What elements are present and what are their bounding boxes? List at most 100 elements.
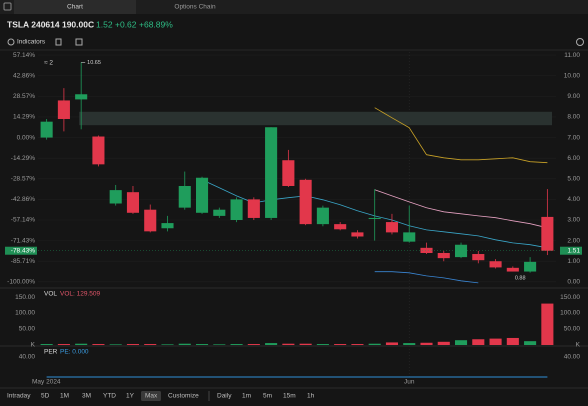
y-tick-label: 5.00: [567, 175, 580, 182]
candle-body: [109, 190, 122, 204]
range-button[interactable]: 1Y: [126, 393, 135, 400]
annotation: 0.88: [515, 275, 526, 281]
vol-tick-label: 150.00: [560, 294, 580, 301]
interval-button[interactable]: Daily: [217, 393, 232, 400]
range-button[interactable]: Customize: [168, 393, 199, 400]
last-pct-label: -78.43%: [11, 247, 35, 254]
vol-tick-label: 100.00: [15, 310, 35, 317]
tab-options-chain[interactable]: Options Chain: [174, 4, 216, 11]
y-tick-label: 6.00: [567, 155, 580, 162]
candle-body: [161, 223, 174, 229]
volume-bar: [213, 344, 226, 345]
change: +0.62: [115, 19, 137, 29]
volume-bar: [541, 303, 554, 345]
range-button[interactable]: Intraday: [7, 393, 31, 400]
indicators-icon[interactable]: [7, 38, 15, 46]
candle-body: [213, 209, 226, 216]
candle-body: [489, 261, 502, 268]
draw-icon[interactable]: [55, 38, 62, 46]
layout-icon[interactable]: [75, 38, 83, 46]
y2-tick-label: 14.29%: [13, 114, 35, 121]
indicators-button[interactable]: Indicators: [17, 39, 46, 46]
tab-chart[interactable]: Chart: [67, 4, 83, 11]
range-button[interactable]: 1M: [60, 393, 69, 400]
volume-bar: [351, 344, 364, 345]
candle-body: [57, 100, 70, 119]
vol-tick-label: 100.00: [560, 310, 580, 317]
candle-body: [541, 216, 554, 251]
last-price-box: [560, 246, 582, 255]
y2-tick-label: -100.00%: [7, 279, 35, 286]
candle-body: [178, 185, 191, 208]
volume-bar: [282, 343, 295, 345]
volume-bar: [161, 344, 174, 345]
volume-bar: [420, 342, 433, 345]
y-tick-label: 4.00: [567, 196, 580, 203]
y-tick-label: 0.00: [567, 279, 580, 286]
overlay-line: [374, 189, 548, 229]
per-tick-label: 40.00: [19, 353, 36, 360]
candle-body: [195, 177, 209, 213]
candle-body: [385, 222, 399, 233]
y-tick-label: 2.00: [567, 237, 580, 244]
zone: [79, 111, 553, 126]
y-tick-label: 7.00: [567, 134, 580, 141]
price-chart: 11.00 10.00 9.00 8.00 7.00 6.00 5.00 4.00 3.00 2.…: [5, 52, 582, 386]
candle-body: [92, 136, 105, 165]
candle-body: [40, 121, 53, 138]
y2-tick-label: -42.86%: [11, 196, 35, 203]
candle-body: [420, 247, 433, 253]
vol-tick-label: K: [31, 342, 36, 349]
annotation: ≈ 2: [44, 60, 53, 67]
candle-body: [524, 261, 537, 272]
last-pct-box: [5, 246, 37, 255]
volume-bar: [385, 342, 399, 345]
y-tick-label: 1.00: [567, 258, 580, 265]
volume-bar: [506, 337, 519, 345]
volume-bar: [265, 343, 278, 345]
candle-body: [299, 179, 312, 225]
candle-body: [506, 267, 519, 272]
annotation: 10.65: [87, 60, 101, 66]
price: 1.52: [96, 19, 113, 29]
volume-bar: [195, 344, 209, 345]
range-button[interactable]: YTD: [103, 393, 116, 400]
range-button[interactable]: 5D: [41, 393, 50, 400]
tab-bar: [0, 0, 588, 14]
candle-body: [454, 244, 468, 258]
y2-tick-label: -14.29%: [11, 155, 35, 162]
add-icon[interactable]: [576, 38, 584, 46]
interval-button[interactable]: 1m: [242, 393, 251, 400]
candle-body: [316, 207, 329, 225]
y2-tick-label: -85.71%: [11, 258, 35, 265]
vol-tick-label: 50.00: [19, 326, 36, 333]
volume-bar: [57, 344, 70, 345]
range-button[interactable]: Max: [145, 393, 158, 400]
candle-body: [282, 160, 295, 186]
sidebar-icon[interactable]: [3, 2, 12, 11]
selected-range-bg: [141, 391, 161, 401]
interval-button[interactable]: 15m: [283, 393, 296, 400]
y-tick-label: 3.00: [567, 217, 580, 224]
volume-bar: [489, 338, 502, 345]
vol-tick-label: 150.00: [15, 294, 35, 301]
overlay-line: [374, 271, 479, 284]
candle-body: [351, 232, 364, 237]
x-tick-label: May 2024: [32, 379, 61, 386]
volume-bar: [472, 339, 485, 345]
interval-button[interactable]: 5m: [263, 393, 272, 400]
candle-body: [472, 254, 485, 261]
bottom-bar: Intraday 5D 1M 3M YTD 1Y Max Customize Daily 1m 5m…: [7, 391, 315, 401]
interval-button[interactable]: 1h: [307, 393, 315, 400]
vol-tick-label: 50.00: [564, 326, 581, 333]
range-button[interactable]: 3M: [82, 393, 91, 400]
volume-bar: [109, 344, 122, 345]
volume-bar: [334, 344, 347, 345]
y2-tick-label: 0.00%: [17, 134, 36, 141]
y2-tick-label: 57.14%: [13, 52, 35, 59]
y2-tick-label: -28.57%: [11, 175, 35, 182]
candle-body: [403, 232, 416, 242]
volume-bar: [230, 344, 243, 345]
candle-body: [437, 252, 450, 259]
y-tick-label: 11.00: [564, 52, 580, 59]
